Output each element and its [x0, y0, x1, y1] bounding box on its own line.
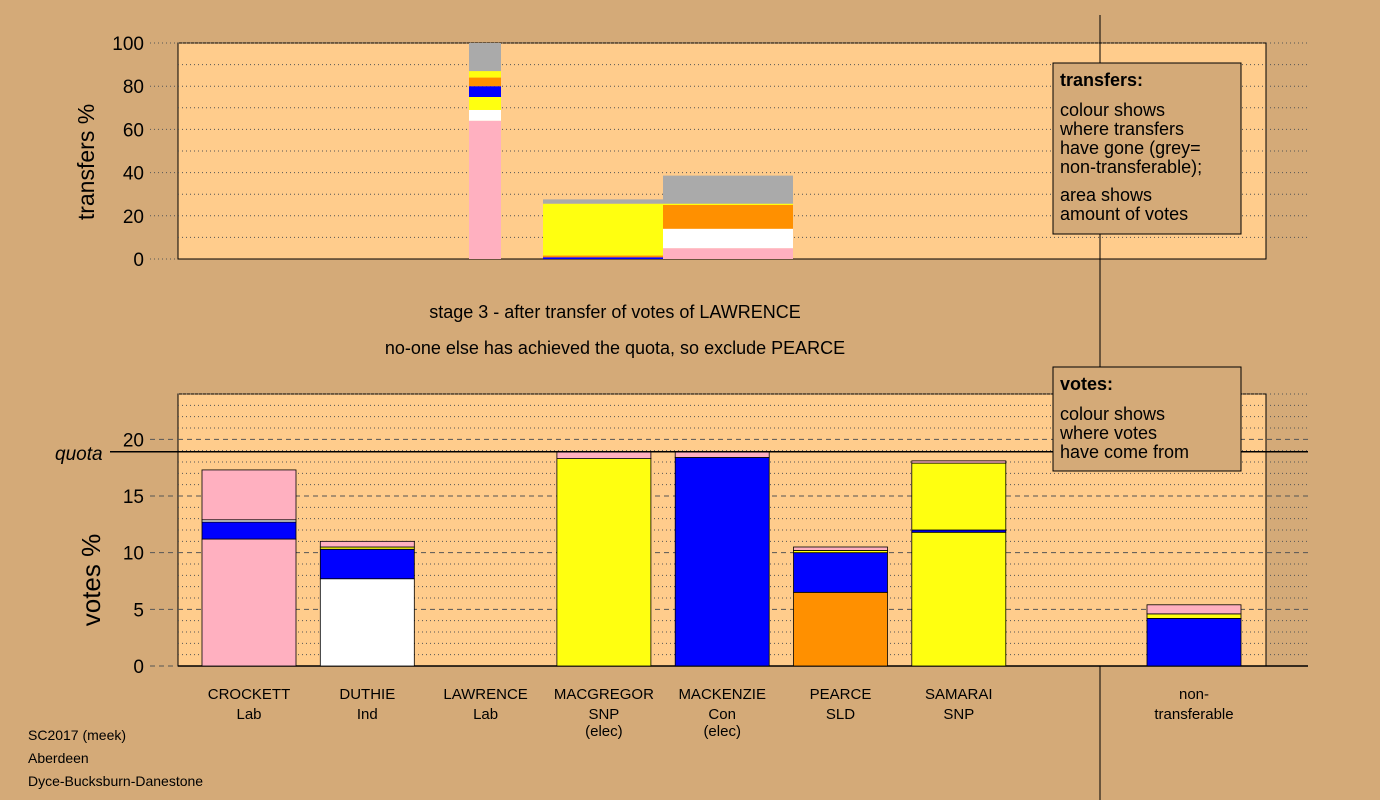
- transfer-segment-macgregor: [543, 255, 663, 258]
- vote-segment-pearce: [793, 591, 888, 667]
- transfer-segment-lawrence: [469, 71, 501, 78]
- transfer-segment-mackenzie: [663, 248, 793, 259]
- transfer-segment-mackenzie: [663, 175, 793, 204]
- transfers-legend-line: have gone (grey=: [1060, 138, 1201, 158]
- transfer-segment-lawrence: [469, 97, 501, 110]
- votes-legend-line: colour shows: [1060, 404, 1165, 424]
- votes-tick-label: 0: [133, 657, 144, 678]
- candidate-party: Lab: [473, 706, 498, 723]
- transfers-tick-label: 20: [123, 207, 144, 228]
- votes-legend-box: [1052, 366, 1242, 472]
- transfer-segment-mackenzie: [663, 228, 793, 249]
- candidate-status: (elec): [585, 723, 623, 740]
- transfer-segment-lawrence: [469, 77, 501, 87]
- candidate-party: SNP: [588, 706, 619, 723]
- vote-segment-crockett: [201, 469, 297, 521]
- transfers-legend-line: where transfers: [1059, 119, 1184, 139]
- exclusion-heading: no-one else has achieved the quota, so e…: [385, 338, 845, 358]
- transfers-legend-title: transfers:: [1060, 70, 1143, 90]
- transfers-legend-box: [1052, 62, 1242, 235]
- votes-tick-label: 5: [133, 600, 144, 621]
- votes-y-axis-label: votes %: [76, 534, 106, 627]
- candidate-status: (elec): [703, 723, 741, 740]
- nontransferable-segment: [1146, 604, 1242, 615]
- vote-segment-duthie: [319, 548, 415, 580]
- votes-legend-line: where votes: [1059, 423, 1157, 443]
- transfers-tick-label: 80: [123, 77, 144, 98]
- nontransferable-label: non-: [1179, 686, 1209, 703]
- transfers-legend-line: non-transferable);: [1060, 157, 1202, 177]
- votes-bars: [201, 451, 1242, 667]
- vote-segment-duthie: [319, 540, 415, 548]
- footer-system: SC2017 (meek): [28, 727, 126, 743]
- candidate-party: SLD: [826, 706, 855, 723]
- transfer-segment-macgregor: [543, 199, 663, 204]
- votes-y-ticks: 0 5 10 15 20: [123, 430, 178, 678]
- votes-legend-line: have come from: [1060, 442, 1189, 462]
- votes-tick-label: 15: [123, 487, 144, 508]
- candidate-name: PEARCE: [810, 686, 872, 703]
- transfers-y-axis-label: transfers %: [73, 104, 99, 220]
- candidate-name: DUTHIE: [339, 686, 395, 703]
- transfers-tick-label: 100: [112, 34, 144, 55]
- candidate-name: SAMARAI: [925, 686, 993, 703]
- vote-segment-macgregor: [556, 451, 652, 459]
- vote-segment-crockett: [201, 521, 297, 540]
- nontransferable-segment: [1146, 618, 1242, 667]
- transfers-legend-line: colour shows: [1060, 100, 1165, 120]
- transfers-bars: [469, 43, 793, 259]
- vote-segment-samarai: [911, 462, 1007, 531]
- vote-segment-mackenzie: [674, 451, 770, 458]
- transfers-legend-line: area shows: [1060, 185, 1152, 205]
- candidate-name: CROCKETT: [208, 686, 291, 703]
- transfers-legend: transfers: colour shows where transfers …: [1052, 62, 1242, 235]
- vote-segment-mackenzie: [674, 457, 770, 667]
- votes-legend: votes: colour shows where votes have com…: [1052, 366, 1242, 472]
- candidate-party: Lab: [236, 706, 261, 723]
- transfers-y-ticks: 0 20 40 60 80 100: [112, 34, 178, 271]
- nontransferable-segment: [1146, 613, 1242, 619]
- vote-segment-macgregor: [556, 458, 652, 667]
- vote-segment-crockett: [201, 538, 297, 667]
- nontransferable-label: transferable: [1154, 706, 1233, 723]
- transfers-tick-label: 40: [123, 164, 144, 185]
- vote-segment-samarai: [911, 531, 1007, 667]
- vote-segment-duthie: [319, 578, 415, 667]
- transfer-segment-macgregor: [543, 203, 663, 256]
- footer-council: Aberdeen: [28, 750, 89, 766]
- candidate-name: MACGREGOR: [554, 686, 654, 703]
- candidate-party: Ind: [357, 706, 378, 723]
- transfer-segment-lawrence: [469, 86, 501, 97]
- candidate-party: SNP: [943, 706, 974, 723]
- transfers-tick-label: 0: [133, 250, 144, 271]
- transfers-tick-label: 60: [123, 120, 144, 141]
- candidate-name: LAWRENCE: [443, 686, 527, 703]
- transfer-segment-lawrence: [469, 43, 501, 72]
- vote-segment-pearce: [793, 546, 888, 551]
- candidate-name: MACKENZIE: [678, 686, 766, 703]
- stage-heading: stage 3 - after transfer of votes of LAW…: [429, 302, 800, 322]
- quota-label: quota: [55, 444, 103, 465]
- transfer-segment-lawrence: [469, 120, 501, 259]
- transfers-legend-line: amount of votes: [1060, 204, 1188, 224]
- candidate-labels: CROCKETT Lab DUTHIE Ind LAWRENCE Lab MACGREGOR…: [208, 686, 1234, 740]
- votes-tick-label: 20: [123, 430, 144, 451]
- votes-tick-label: 10: [123, 544, 144, 565]
- footer-ward: Dyce-Bucksburn-Danestone: [28, 773, 203, 789]
- transfer-segment-macgregor: [543, 257, 663, 259]
- vote-segment-samarai: [911, 460, 1007, 464]
- vote-segment-pearce: [793, 552, 888, 593]
- transfer-segment-lawrence: [469, 109, 501, 121]
- transfer-segment-mackenzie: [663, 203, 793, 205]
- votes-legend-title: votes:: [1060, 374, 1113, 394]
- transfer-segment-mackenzie: [663, 205, 793, 229]
- candidate-party: Con: [708, 706, 736, 723]
